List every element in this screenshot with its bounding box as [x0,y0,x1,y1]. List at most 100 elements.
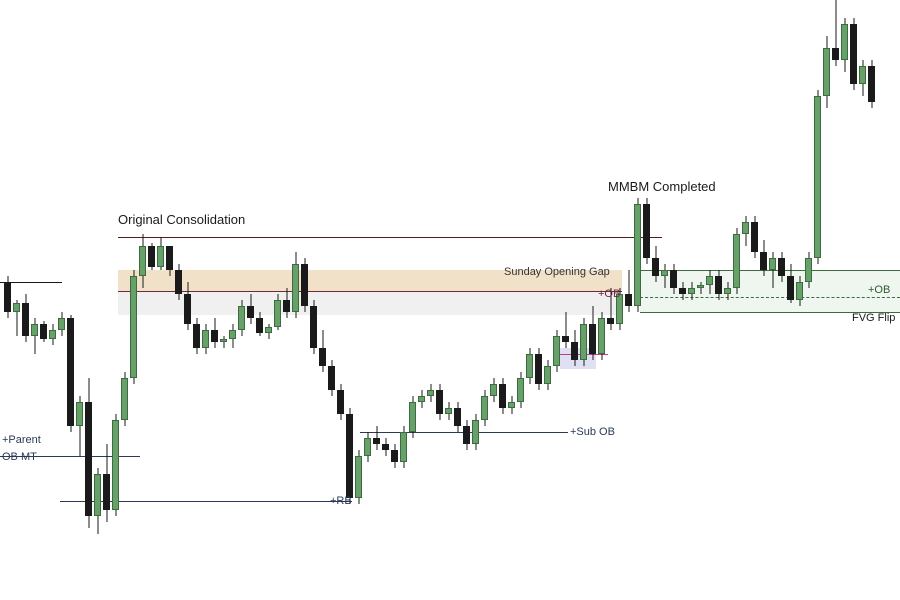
candle [490,0,497,600]
candle [481,0,488,600]
candle [49,0,56,600]
candle [832,0,839,600]
candle [13,0,20,600]
candle [688,0,695,600]
candle [310,0,317,600]
candle [130,0,137,600]
candle [94,0,101,600]
candle [247,0,254,600]
candle [175,0,182,600]
candle [517,0,524,600]
candle [643,0,650,600]
candle [562,0,569,600]
candle [427,0,434,600]
candle [373,0,380,600]
candle [391,0,398,600]
label-plus-parent: +Parent [2,434,41,446]
candle [112,0,119,600]
candle [364,0,371,600]
candle [859,0,866,600]
candle [256,0,263,600]
candle [103,0,110,600]
candle [238,0,245,600]
candle [409,0,416,600]
candle [328,0,335,600]
label-plus-rb: +RB [330,495,352,507]
candle [76,0,83,600]
candle [850,0,857,600]
candle [697,0,704,600]
label-ob-mt: OB MT [2,451,37,463]
candle [184,0,191,600]
candle [742,0,749,600]
candle [85,0,92,600]
candle [220,0,227,600]
candle [202,0,209,600]
candle [319,0,326,600]
candle [193,0,200,600]
candle [769,0,776,600]
candle [625,0,632,600]
candle [589,0,596,600]
candle [580,0,587,600]
candle [472,0,479,600]
candle [724,0,731,600]
candle [823,0,830,600]
candle [778,0,785,600]
candle [139,0,146,600]
candle [292,0,299,600]
label-plus-ob-right: +OB [868,284,890,296]
candle [274,0,281,600]
candle [400,0,407,600]
candle [22,0,29,600]
candle [4,0,11,600]
candle [805,0,812,600]
candle [265,0,272,600]
candle [571,0,578,600]
candle [346,0,353,600]
candle [463,0,470,600]
candle [418,0,425,600]
candle [670,0,677,600]
candle [607,0,614,600]
candle [715,0,722,600]
candle [40,0,47,600]
candle [382,0,389,600]
candle [157,0,164,600]
candle [148,0,155,600]
candle [58,0,65,600]
candle [706,0,713,600]
candle [814,0,821,600]
candle [598,0,605,600]
candle [535,0,542,600]
candle [733,0,740,600]
label-sunday-opening-gap: Sunday Opening Gap [504,266,610,278]
candle [31,0,38,600]
candle [751,0,758,600]
candle [796,0,803,600]
candle [616,0,623,600]
candle [508,0,515,600]
candle [301,0,308,600]
candle [67,0,74,600]
candle [499,0,506,600]
candle [652,0,659,600]
label-plus-ob: +OB [598,288,620,300]
candle [868,0,875,600]
candle [526,0,533,600]
candle [679,0,686,600]
candle [166,0,173,600]
candle [283,0,290,600]
candle [661,0,668,600]
candle [544,0,551,600]
candle [787,0,794,600]
candle [841,0,848,600]
candle [211,0,218,600]
label-plus-sub-ob: +Sub OB [570,426,615,438]
candle [355,0,362,600]
label-original-consolidation: Original Consolidation [118,212,245,227]
label-fvg-flip: FVG Flip [852,312,895,324]
candle [337,0,344,600]
candle [229,0,236,600]
candle [436,0,443,600]
